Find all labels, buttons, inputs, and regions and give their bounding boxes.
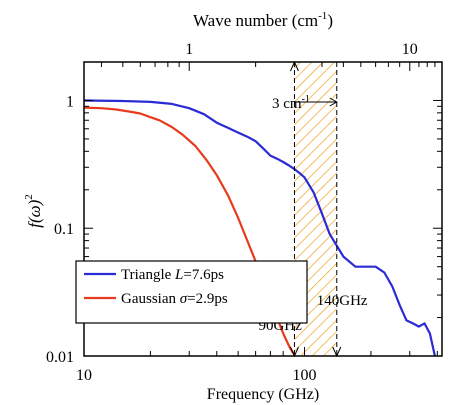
y-tick-label: 0.01 — [46, 349, 74, 366]
x2-axis-label: Wave number (cm-1) — [193, 10, 333, 30]
y-tick-label: 1 — [66, 93, 74, 110]
legend: Triangle L=7.6ps Gaussian σ=2.9ps — [75, 260, 308, 324]
x-axis-label: Frequency (GHz) — [207, 386, 319, 403]
y-tick-label: 0.1 — [54, 221, 74, 238]
span-arrow-head — [329, 97, 338, 107]
x2-tick-label: 1 — [185, 41, 193, 58]
series-line-triangle — [84, 99, 436, 356]
legend-label: Triangle L=7.6ps — [121, 267, 224, 283]
span-label: 3 cm-1 — [272, 94, 310, 112]
y-axis-label: f(ω)2 — [23, 194, 44, 228]
legend-box — [75, 260, 308, 324]
x2-tick-label: 10 — [402, 41, 418, 58]
annotation-140ghz: 140GHz — [317, 293, 368, 309]
plot-frame — [83, 61, 443, 357]
legend-label: Gaussian σ=2.9ps — [121, 291, 228, 307]
x-tick-label: 100 — [293, 367, 317, 384]
x-tick-label: 10 — [76, 367, 92, 384]
axis-labels: 10 100 1 0.1 0.01 1 10 Frequency (GHz) Wave numb… — [23, 10, 418, 403]
